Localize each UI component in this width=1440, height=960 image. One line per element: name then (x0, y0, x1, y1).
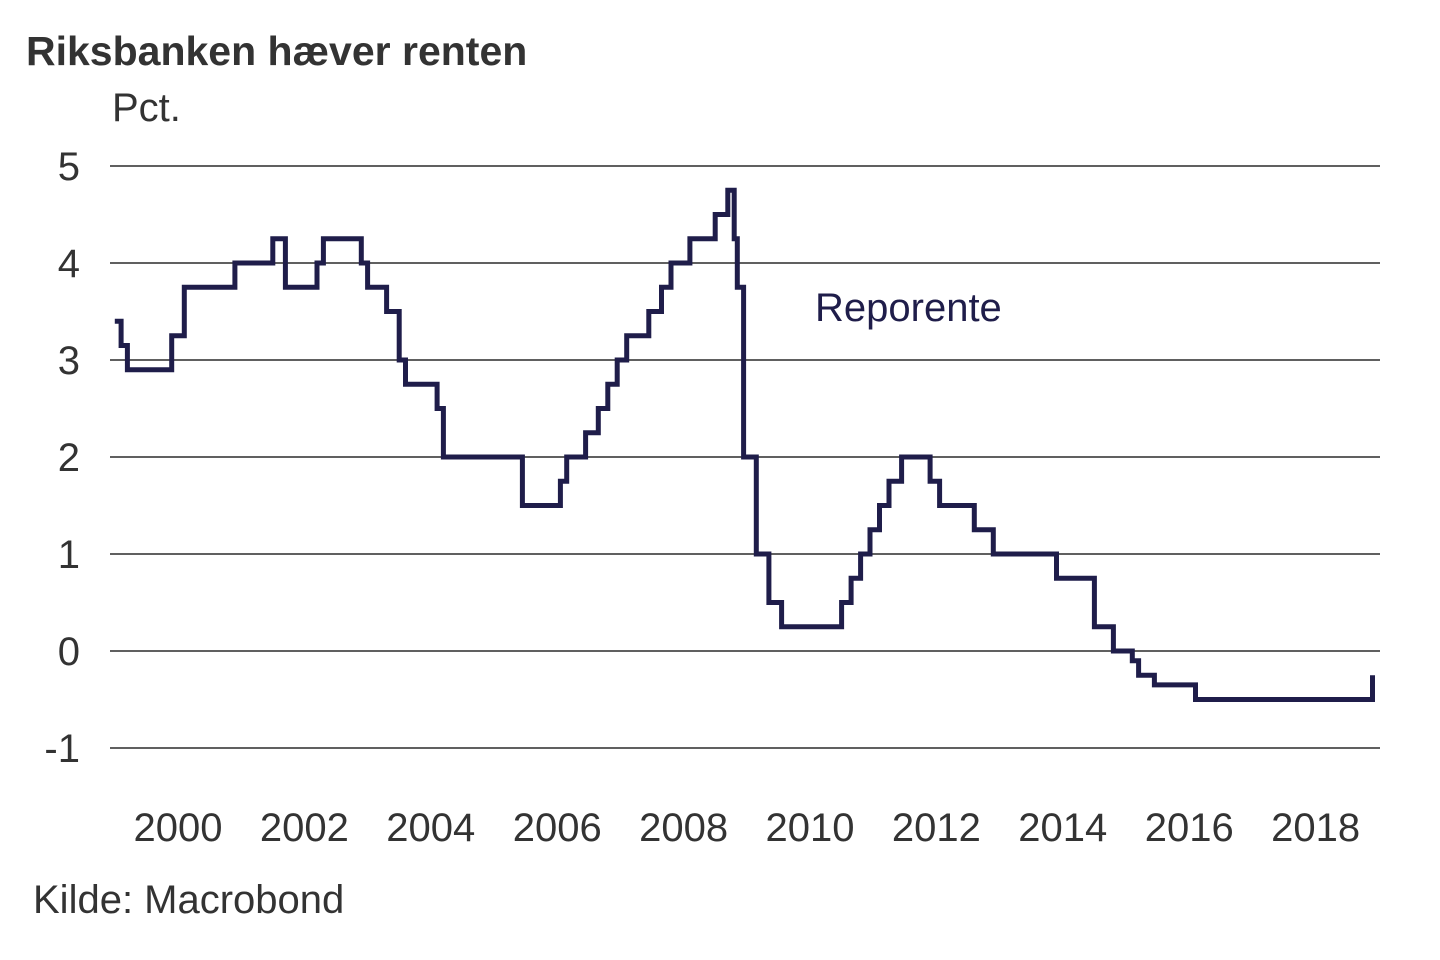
x-tick-label: 2008 (639, 806, 728, 850)
y-tick-label: 1 (58, 533, 80, 577)
chart-title: Riksbanken hæver renten (26, 28, 528, 74)
y-tick-label: 0 (58, 630, 80, 674)
y-tick-label: 5 (58, 145, 80, 189)
x-axis-ticks: 2000 2002 2004 2006 2008 2010 2012 2014 2016 2018 (134, 806, 1361, 850)
y-tick-label: 4 (58, 242, 80, 286)
y-tick-label: -1 (44, 727, 80, 771)
x-tick-label: 2000 (134, 806, 223, 850)
source-note: Kilde: Macrobond (33, 878, 345, 922)
series-label-reporente: Reporente (815, 286, 1002, 330)
series-line-reporente (114, 187, 1375, 702)
y-tick-label: 2 (58, 436, 80, 480)
series-layer (114, 187, 1375, 702)
x-tick-label: 2018 (1271, 806, 1360, 850)
x-tick-label: 2016 (1145, 806, 1234, 850)
y-axis-unit-label: Pct. (112, 86, 181, 130)
y-axis-ticks: 5 4 3 2 1 0 -1 (44, 145, 80, 771)
x-tick-label: 2010 (766, 806, 855, 850)
x-tick-label: 2012 (892, 806, 981, 850)
x-tick-label: 2006 (513, 806, 602, 850)
x-tick-label: 2002 (260, 806, 349, 850)
x-tick-label: 2014 (1018, 806, 1107, 850)
y-tick-label: 3 (58, 339, 80, 383)
x-tick-label: 2004 (386, 806, 475, 850)
